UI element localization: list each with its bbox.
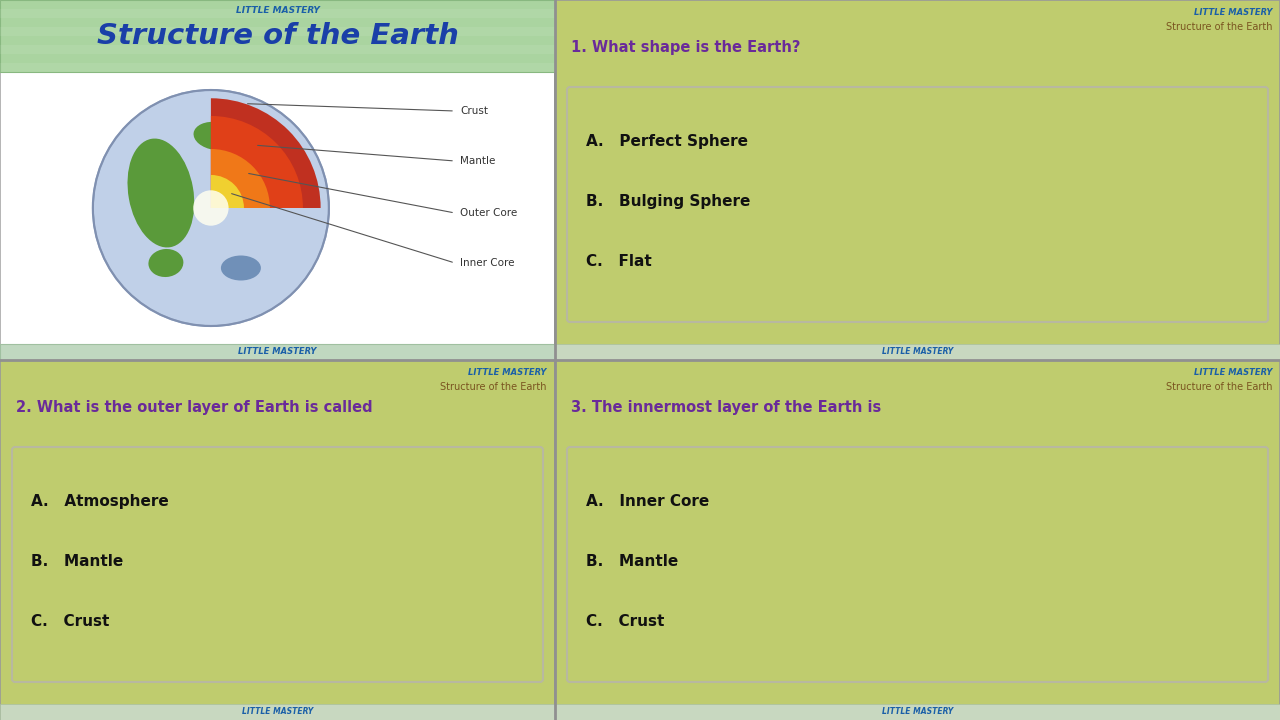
FancyBboxPatch shape <box>567 447 1268 682</box>
Text: Crust: Crust <box>460 106 488 116</box>
Circle shape <box>93 90 329 326</box>
Wedge shape <box>211 175 244 208</box>
Bar <box>0 18 556 27</box>
Text: Structure of the Earth: Structure of the Earth <box>1166 382 1272 392</box>
Ellipse shape <box>221 256 261 281</box>
Text: Structure of the Earth: Structure of the Earth <box>1166 22 1272 32</box>
Ellipse shape <box>193 122 238 150</box>
Circle shape <box>193 190 229 225</box>
Wedge shape <box>211 149 270 208</box>
Bar <box>556 344 1280 360</box>
Ellipse shape <box>128 138 195 248</box>
Text: 1. What shape is the Earth?: 1. What shape is the Earth? <box>571 40 800 55</box>
Text: C.   Crust: C. Crust <box>31 614 109 629</box>
Text: LITTLE MASTERY: LITTLE MASTERY <box>236 6 320 15</box>
Ellipse shape <box>148 249 183 277</box>
Bar <box>0 0 556 9</box>
Bar <box>0 360 556 720</box>
Text: LITTLE MASTERY: LITTLE MASTERY <box>1193 8 1272 17</box>
Text: LITTLE MASTERY: LITTLE MASTERY <box>882 348 954 356</box>
FancyBboxPatch shape <box>12 447 543 682</box>
Text: LITTLE MASTERY: LITTLE MASTERY <box>238 348 316 356</box>
Wedge shape <box>211 116 303 208</box>
Bar <box>0 0 556 72</box>
Text: B.   Mantle: B. Mantle <box>31 554 123 569</box>
Text: C.   Crust: C. Crust <box>586 614 664 629</box>
Bar <box>556 360 1280 720</box>
Bar <box>0 45 556 54</box>
Text: Structure of the Earth: Structure of the Earth <box>96 22 458 50</box>
Bar <box>0 27 556 36</box>
Text: LITTLE MASTERY: LITTLE MASTERY <box>882 708 954 716</box>
Bar <box>0 704 556 720</box>
Text: LITTLE MASTERY: LITTLE MASTERY <box>242 708 314 716</box>
Bar <box>0 0 556 360</box>
Text: Structure of the Earth: Structure of the Earth <box>440 382 547 392</box>
Text: 2. What is the outer layer of Earth is called: 2. What is the outer layer of Earth is c… <box>15 400 372 415</box>
Text: B.   Bulging Sphere: B. Bulging Sphere <box>586 194 750 209</box>
Text: A.   Perfect Sphere: A. Perfect Sphere <box>586 134 748 149</box>
Wedge shape <box>211 98 320 208</box>
Text: A.   Inner Core: A. Inner Core <box>586 494 709 509</box>
Text: Inner Core: Inner Core <box>460 258 515 268</box>
Bar <box>556 0 1280 360</box>
Bar <box>0 54 556 63</box>
Text: C.   Flat: C. Flat <box>586 254 652 269</box>
Text: LITTLE MASTERY: LITTLE MASTERY <box>1193 368 1272 377</box>
Bar <box>556 704 1280 720</box>
Text: A.   Atmosphere: A. Atmosphere <box>31 494 169 509</box>
Bar <box>0 9 556 18</box>
Bar <box>0 344 556 360</box>
Bar <box>0 36 556 45</box>
Text: 3. The innermost layer of the Earth is: 3. The innermost layer of the Earth is <box>571 400 881 415</box>
Text: Mantle: Mantle <box>460 156 495 166</box>
Bar <box>0 63 556 72</box>
Text: LITTLE MASTERY: LITTLE MASTERY <box>468 368 547 377</box>
Text: Outer Core: Outer Core <box>460 208 517 218</box>
Text: B.   Mantle: B. Mantle <box>586 554 678 569</box>
FancyBboxPatch shape <box>567 87 1268 322</box>
